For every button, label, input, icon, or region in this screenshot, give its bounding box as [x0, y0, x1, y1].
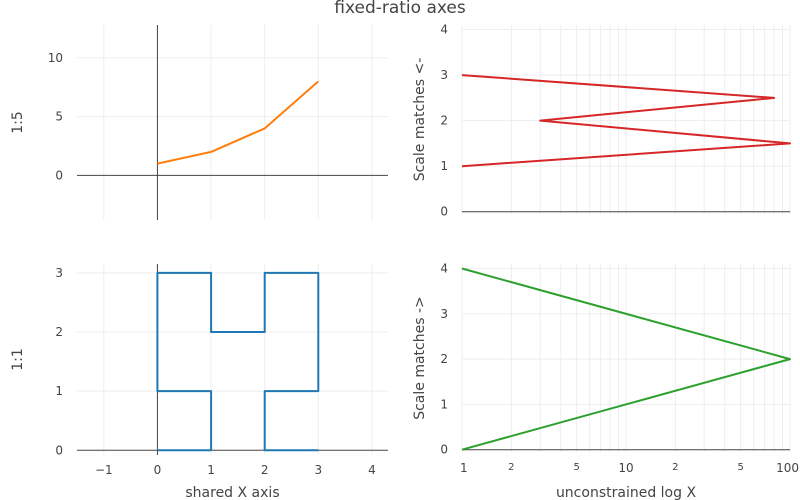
series-line [461, 74, 791, 168]
y-tick-label: 0 [55, 443, 63, 457]
y-tick-label: 5 [55, 110, 63, 124]
y-tick-label: 2 [440, 352, 448, 366]
x-tick-label: 3 [314, 463, 322, 477]
subplot-top-left: 0 5 10 1:5 [10, 25, 388, 220]
y-tick-label: 0 [55, 168, 63, 182]
y-tick-label: 1 [440, 397, 448, 411]
x-tick-label: 1 [207, 463, 215, 477]
y-tick-label: 0 [440, 205, 448, 219]
x-tick-label: 100 [776, 461, 799, 475]
y-tick-label: 3 [440, 307, 448, 321]
y-tick-label: 4 [440, 262, 448, 276]
y-tick-label: 3 [55, 266, 63, 280]
y-axis-title: 1:1 [10, 348, 26, 371]
y-tick-label: 1 [55, 384, 63, 398]
x-minor-tick-label: 5 [737, 462, 743, 473]
subplot-bottom-left: 0 1 2 3 −1 0 1 2 3 4 1:1 shared X axis [10, 264, 388, 500]
y-axis-title: Scale matches <- [412, 58, 428, 182]
series-line [461, 267, 791, 451]
y-tick-label: 2 [55, 325, 63, 339]
series-line [156, 271, 320, 452]
y-tick-label: 2 [440, 114, 448, 128]
x-tick-label: 10 [618, 461, 633, 475]
x-tick-label: 2 [261, 463, 269, 477]
y-tick-label: 0 [440, 443, 448, 457]
y-tick-label: 1 [440, 159, 448, 173]
y-axis-title: 1:5 [10, 111, 26, 134]
x-axis-title: unconstrained log X [556, 485, 697, 500]
y-axis-title: Scale matches -> [412, 296, 428, 420]
y-tick-label: 10 [48, 51, 63, 65]
y-tick-label: 3 [440, 68, 448, 82]
x-tick-label: 1 [460, 461, 468, 475]
x-minor-tick-label: 2 [508, 462, 514, 473]
figure-title: fixed-ratio axes [334, 0, 466, 18]
x-tick-label: −1 [95, 463, 113, 477]
subplot-top-right: 0 1 2 3 4 Scale matches <- [412, 23, 791, 219]
x-minor-tick-label: 5 [573, 462, 579, 473]
x-axis-title: shared X axis [185, 485, 279, 500]
x-tick-label: 0 [154, 463, 162, 477]
y-tick-label: 4 [440, 23, 448, 37]
series-line [157, 80, 319, 165]
x-tick-label: 4 [368, 463, 376, 477]
x-minor-tick-label: 2 [672, 462, 678, 473]
